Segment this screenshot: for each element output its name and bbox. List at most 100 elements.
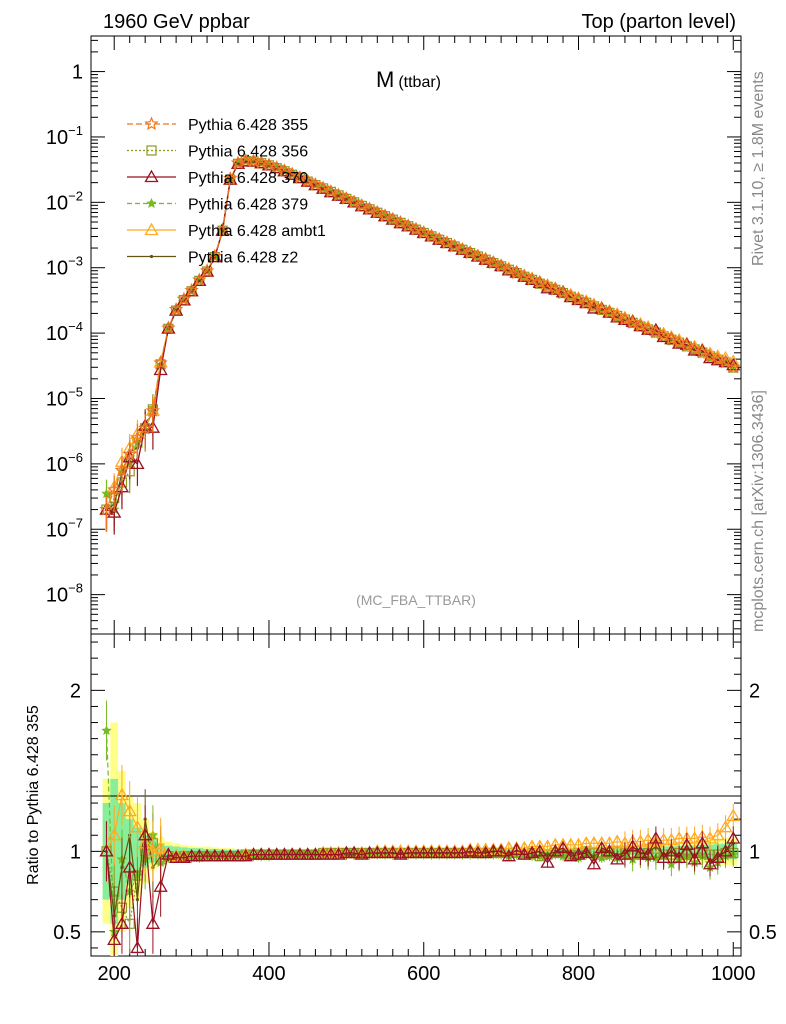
ratio-point-ambt1: [610, 834, 625, 847]
point-p355: [269, 160, 284, 174]
ratio-point-ambt1: [726, 808, 741, 822]
point-p355: [702, 348, 718, 362]
point-p355: [640, 321, 656, 336]
ratio-point-p370: [517, 847, 532, 860]
ratio-point-p370: [138, 827, 153, 841]
point-p355: [524, 271, 540, 286]
ratio-point-p370: [370, 845, 385, 859]
plot-title: M (ttbar): [376, 67, 441, 92]
point-p355: [548, 281, 563, 296]
ratio-point-p370: [385, 845, 400, 859]
point-p355: [455, 241, 470, 256]
legend: Pythia 6.428 355 Pythia 6.428 356 Pythia 6…: [127, 116, 326, 267]
legend-entry-p356: Pythia 6.428 356: [127, 144, 308, 161]
point-p355: [710, 351, 725, 366]
legend-label-p356: Pythia 6.428 356: [188, 144, 308, 161]
x-tick-labels: 200 400 600 800 1000: [98, 963, 756, 985]
point-p355: [114, 462, 130, 477]
ratio-point-p370: [424, 845, 439, 859]
point-p355: [671, 334, 687, 349]
ratio-point-z2: [120, 865, 124, 870]
ratio-point-p370: [586, 856, 602, 870]
ratio-point-p370: [463, 844, 478, 857]
ratio-line-p379: [105, 730, 734, 932]
plot-title-sub: (ttbar): [398, 74, 441, 91]
ratio-point-p370: [292, 847, 308, 860]
y-tick-label: 1: [72, 62, 83, 84]
ratio-point-p370: [571, 847, 586, 860]
ratio-y-tick-label-right: 0.5: [749, 922, 777, 944]
point-p355: [610, 308, 625, 323]
point-p370: [416, 225, 431, 239]
point-p355: [331, 187, 346, 202]
ratio-point-p370: [540, 855, 555, 868]
point-p355: [664, 331, 679, 346]
ratio-point-p370: [199, 848, 215, 862]
ratio-y-tick-label-left: 2: [70, 680, 81, 702]
point-p355: [199, 263, 215, 277]
ratio-point-p370: [323, 847, 339, 860]
point-p370: [346, 195, 362, 208]
ratio-point-ambt1: [540, 839, 555, 852]
point-p355: [346, 194, 362, 209]
point-p355: [408, 221, 424, 236]
point-p355: [277, 163, 292, 177]
ratio-point-p370: [408, 845, 424, 859]
legend-marker-p356: [146, 145, 157, 156]
y-tick-label-exponent: −8: [68, 581, 83, 596]
point-p370: [524, 272, 540, 285]
point-p355: [478, 251, 493, 266]
ratio-series-p379: [101, 700, 739, 956]
y-tick-label: 10−4: [46, 319, 83, 345]
main-panel: 10−810−710−610−510−410−310−210−11 M (ttba…: [46, 35, 742, 635]
ratio-point-p370: [346, 845, 362, 859]
ratio-point-p370: [625, 839, 640, 852]
y-tick-label-base: 10: [46, 585, 68, 607]
y-tick-label-base: 10: [46, 323, 68, 345]
ratio-point-p370: [656, 850, 671, 863]
ratio-point-p370: [339, 845, 354, 859]
ratio-point-p370: [99, 844, 114, 857]
ratio-point-p370: [664, 844, 679, 857]
ratio-point-p370: [331, 847, 346, 860]
ratio-y-tick-label-left: 1: [70, 841, 81, 863]
ratio-point-z2: [592, 854, 596, 858]
ratio-point-p370: [633, 845, 648, 859]
y-tick-label-base: 10: [46, 258, 68, 280]
ratio-point-p370: [393, 847, 408, 860]
ratio-point-ambt1: [656, 832, 671, 846]
ratio-point-p379: [101, 725, 112, 736]
ratio-point-p370: [223, 848, 238, 862]
y-tick-label-exponent: −4: [68, 319, 83, 334]
y-tick-label: 10−7: [46, 515, 83, 541]
ratio-point-p370: [470, 845, 486, 859]
ratio-point-p370: [184, 848, 199, 862]
point-p370: [385, 212, 400, 225]
series-line-p355: [105, 159, 734, 510]
point-p370: [107, 505, 122, 518]
process-label: Top (parton level): [581, 11, 736, 33]
main-axis-ticks: [91, 36, 741, 634]
point-p355: [323, 184, 339, 198]
point-p370: [130, 456, 145, 470]
ratio-point-p370: [145, 916, 161, 929]
point-p355: [176, 291, 192, 306]
ratio-point-ambt1: [130, 819, 145, 833]
main-series-group: [99, 153, 741, 535]
ratio-point-p370: [687, 852, 702, 865]
ratio-point-p370: [207, 848, 222, 862]
ratio-point-p370: [377, 845, 393, 859]
ratio-point-p370: [524, 845, 540, 859]
ratio-point-p370: [563, 848, 578, 862]
point-p370: [447, 239, 462, 252]
ratio-axis-ticks: [91, 634, 741, 956]
x-tick-label: 200: [98, 963, 131, 985]
ratio-point-p370: [702, 856, 718, 870]
plot-title-main: M: [376, 67, 394, 92]
main-y-tick-labels: 10−810−710−610−510−410−310−210−11: [46, 62, 83, 607]
y-tick-label: 10−2: [46, 188, 83, 214]
point-p370: [362, 202, 377, 215]
ratio-point-z2: [135, 898, 140, 902]
y-tick-label-exponent: −2: [68, 188, 83, 203]
ratio-y-axis-label: Ratio to Pythia 6.428 355: [25, 705, 42, 885]
